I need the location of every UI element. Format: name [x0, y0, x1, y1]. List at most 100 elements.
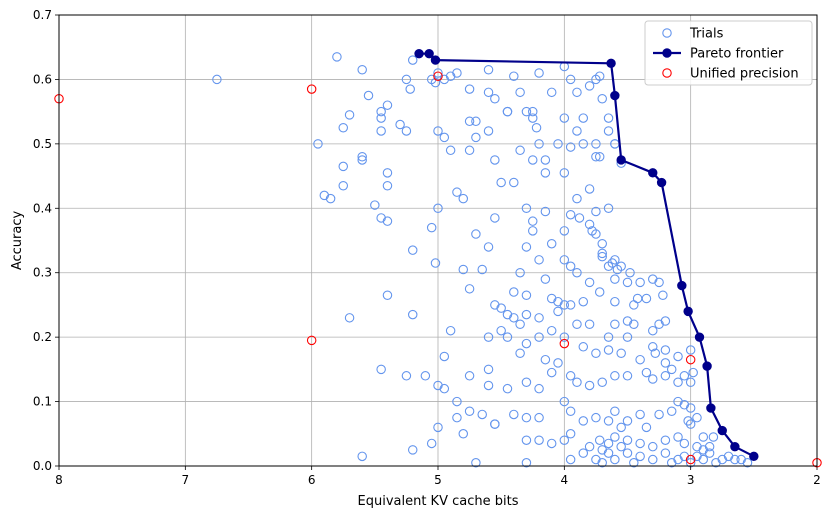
y-tick-label: 0.1	[33, 395, 52, 409]
trial-point	[483, 126, 494, 136]
unified-point	[433, 71, 443, 81]
trial-point	[338, 123, 348, 133]
trial-point	[704, 448, 715, 458]
trial-point	[452, 68, 462, 78]
pareto-point	[430, 55, 441, 65]
trial-point	[591, 348, 601, 358]
trial-point	[629, 319, 639, 330]
trial-point	[363, 90, 374, 101]
legend-marker	[662, 48, 672, 58]
trial-point	[629, 300, 639, 310]
trial-point	[464, 84, 475, 94]
trial-point	[648, 342, 658, 352]
trial-point	[603, 332, 614, 342]
trials-series	[212, 52, 753, 468]
trial-point	[610, 406, 620, 416]
trial-point	[401, 74, 412, 85]
trial-point	[527, 226, 538, 236]
trial-point	[332, 52, 342, 62]
trial-point	[338, 180, 348, 191]
trial-point	[540, 168, 551, 178]
trial-point	[534, 435, 544, 445]
trial-point	[546, 325, 557, 336]
legend-label: Unified precision	[690, 67, 799, 82]
trial-point	[357, 155, 367, 165]
trial-point	[673, 377, 683, 387]
trial-point	[521, 309, 532, 320]
trial-point	[515, 319, 525, 330]
trial-point	[401, 126, 412, 136]
trial-point	[439, 383, 450, 394]
trial-point	[502, 106, 513, 117]
trial-point	[515, 267, 525, 278]
trial-point	[625, 267, 635, 278]
trial-point	[622, 416, 633, 426]
trial-point	[654, 277, 664, 288]
legend-box	[644, 20, 813, 86]
x-tick-label: 4	[561, 473, 569, 487]
legend-label: Trials	[689, 27, 724, 42]
x-tick-label: 2	[813, 473, 821, 487]
trial-point	[622, 448, 633, 458]
trial-point	[540, 274, 551, 284]
trial-point	[635, 451, 645, 462]
trial-point	[597, 94, 607, 104]
trial-point	[584, 184, 595, 194]
trial-point	[587, 226, 597, 236]
trial-point	[426, 222, 437, 233]
trial-point	[395, 119, 405, 130]
legend-marker	[662, 28, 672, 38]
pareto-point	[677, 280, 687, 291]
trial-point	[572, 126, 582, 136]
trial-point	[635, 354, 645, 365]
trial-point	[370, 200, 380, 210]
pareto-point	[616, 155, 626, 165]
trial-point	[685, 377, 696, 387]
trial-point	[610, 296, 620, 307]
trial-point	[641, 422, 652, 433]
trial-point	[594, 435, 605, 445]
trial-point	[635, 438, 645, 449]
trial-point	[704, 441, 715, 452]
trial-point	[477, 264, 487, 275]
trial-point	[616, 422, 626, 433]
trial-point	[452, 187, 462, 197]
trial-point	[430, 258, 441, 268]
trial-point	[610, 371, 620, 381]
pareto-point	[702, 361, 712, 371]
x-tick-label: 7	[182, 473, 190, 487]
trial-point	[603, 203, 614, 214]
trial-point	[679, 371, 690, 381]
trial-point	[509, 409, 519, 420]
pareto-line	[419, 52, 755, 458]
trial-point	[483, 242, 494, 252]
trial-point	[502, 383, 513, 394]
trial-point	[515, 87, 525, 98]
trial-point	[515, 145, 525, 156]
trial-point	[483, 332, 494, 342]
trial-point	[584, 81, 595, 91]
trial-point	[521, 338, 532, 349]
trial-point	[534, 412, 544, 423]
trial-point	[464, 406, 475, 416]
trial-point	[666, 406, 677, 416]
trial-point	[319, 190, 330, 201]
trial-point	[212, 74, 222, 85]
pareto-frontier-series	[414, 48, 759, 462]
trial-point	[483, 364, 494, 375]
trial-point	[471, 229, 481, 239]
pareto-point	[694, 332, 705, 342]
trial-point	[464, 145, 475, 156]
trial-point	[490, 213, 500, 223]
trial-point	[540, 354, 551, 365]
y-tick-label: 0.7	[33, 8, 52, 22]
trial-point	[641, 367, 652, 378]
trial-point	[433, 203, 443, 214]
trial-point	[673, 351, 683, 362]
legend-label: Pareto frontier	[690, 47, 784, 62]
trial-point	[685, 419, 696, 429]
trial-point	[565, 429, 576, 439]
trial-point	[572, 319, 582, 330]
trial-point	[338, 161, 348, 172]
